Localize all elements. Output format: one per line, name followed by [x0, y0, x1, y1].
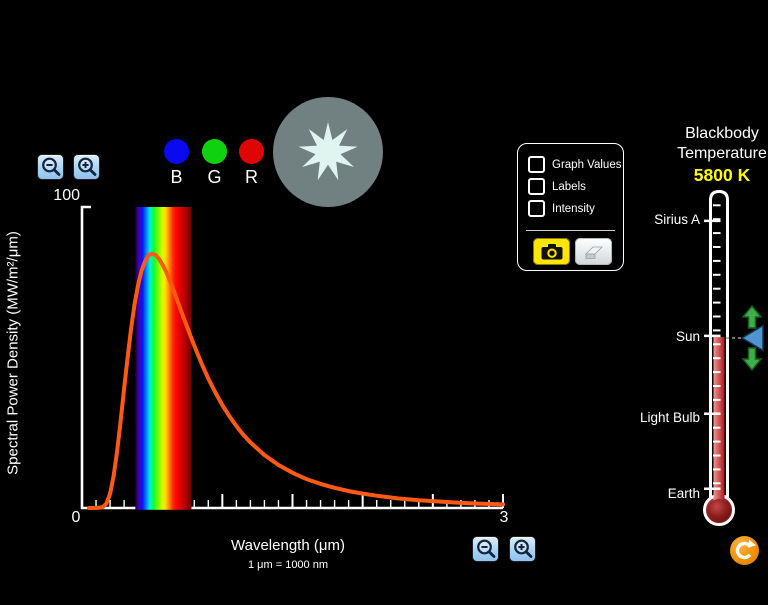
- blue-color-indicator: [164, 139, 189, 164]
- x-zoom-in-button[interactable]: [509, 536, 536, 562]
- y-axis-title: Spectral Power Density (MW/m²/μm): [4, 231, 22, 475]
- star-icon: [298, 122, 358, 181]
- labels-checkbox[interactable]: Labels: [528, 178, 586, 195]
- thermometer: [703, 189, 735, 526]
- reset-all-button[interactable]: [730, 536, 759, 565]
- zoom-out-icon: [41, 157, 60, 176]
- x-axis-origin-label: 0: [71, 509, 81, 526]
- temperature-title-line1: Blackbody: [685, 125, 759, 142]
- temperature-step-arrows: [741, 304, 763, 372]
- checkbox-label: Labels: [552, 180, 586, 193]
- zoom-in-icon: [77, 157, 96, 176]
- x-axis-unit-note: 1 μm = 1000 nm: [247, 559, 329, 571]
- thermo-label-sirius-a: Sirius A: [654, 212, 700, 227]
- thermo-label-light-bulb: Light Bulb: [639, 410, 700, 425]
- slider-triangle-icon[interactable]: [740, 324, 764, 352]
- green-indicator-label: G: [207, 167, 222, 187]
- x-zoom-out-button[interactable]: [472, 536, 499, 562]
- plot-axes: [80, 205, 503, 510]
- view-options-panel: Graph Values Labels Intensity: [517, 143, 624, 271]
- erase-snapshot-button[interactable]: [575, 238, 612, 265]
- y-axis-max-tick-label: 100: [53, 187, 80, 204]
- x-axis-max-tick-label: 3: [499, 509, 509, 526]
- temperature-up-arrow[interactable]: [741, 304, 763, 329]
- y-zoom-in-button[interactable]: [73, 154, 100, 180]
- thermo-label-sun: Sun: [675, 329, 700, 344]
- thermo-label-earth: Earth: [667, 486, 700, 501]
- save-snapshot-camera-button[interactable]: [533, 238, 570, 265]
- temperature-down-arrow[interactable]: [741, 347, 763, 372]
- checkbox-label: Graph Values: [552, 158, 622, 171]
- eraser-icon: [584, 246, 603, 259]
- visible-spectrum-strip: [135, 207, 192, 510]
- red-color-indicator: [239, 139, 264, 164]
- checkbox-box[interactable]: [528, 200, 545, 217]
- graph-values-checkbox[interactable]: Graph Values: [528, 156, 622, 173]
- temperature-value: 5800 K: [693, 165, 751, 185]
- red-indicator-label: R: [245, 167, 258, 187]
- checkbox-label: Intensity: [552, 202, 595, 215]
- thermometer-tube: [709, 189, 729, 503]
- blue-indicator-label: B: [170, 167, 183, 187]
- x-axis-title: Wavelength (μm): [231, 537, 345, 554]
- intensity-checkbox[interactable]: Intensity: [528, 200, 595, 217]
- camera-icon: [541, 243, 562, 259]
- checkbox-box[interactable]: [528, 178, 545, 195]
- blackbody-curve: [87, 251, 505, 510]
- zoom-in-icon: [513, 539, 532, 558]
- temperature-slider-thumb[interactable]: [726, 320, 766, 356]
- temperature-title-line2: Temperature: [677, 145, 767, 162]
- spectrum-plot: [80, 205, 505, 510]
- y-zoom-out-button[interactable]: [37, 154, 64, 180]
- thermometer-fluid: [713, 337, 725, 503]
- checkbox-box[interactable]: [528, 156, 545, 173]
- reset-icon: [735, 539, 756, 560]
- green-color-indicator: [202, 139, 227, 164]
- panel-divider: [526, 230, 615, 231]
- zoom-out-icon: [476, 539, 495, 558]
- star-color-circle: [273, 97, 383, 207]
